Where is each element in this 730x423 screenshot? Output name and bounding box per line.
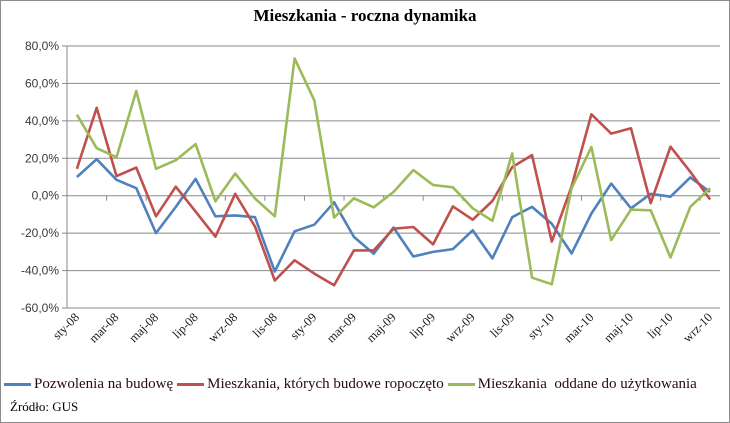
- y-tick-label: -20,0%: [21, 226, 59, 240]
- legend-label: Mieszkania oddane do użytkowania: [477, 375, 697, 392]
- legend-label: Mieszkania, których budowe ropoczęto: [207, 375, 444, 392]
- y-tick-label: -60,0%: [21, 301, 59, 315]
- y-tick-label: 40,0%: [25, 114, 59, 128]
- legend-swatch-icon: [447, 382, 475, 386]
- x-tick-label: maj-09: [364, 310, 399, 345]
- legend-swatch-icon: [4, 382, 31, 386]
- legend-label: Pozwolenia na budowę: [34, 375, 174, 392]
- x-tick-label: mar-10: [561, 310, 596, 345]
- series-line-0: [76, 157, 711, 273]
- x-tick-label: sty-10: [525, 310, 557, 342]
- y-tick-label: 0,0%: [32, 189, 60, 203]
- legend: Pozwolenia na budowę Mieszkania, których …: [4, 374, 701, 394]
- legend-swatch-icon: [177, 382, 205, 386]
- x-tick-label: wrz-09: [443, 310, 478, 345]
- x-tick-label: maj-10: [601, 310, 636, 345]
- x-tick-label: lip-09: [407, 310, 438, 341]
- x-tick-label: lip-08: [170, 310, 201, 341]
- x-tick-label: lip-10: [645, 310, 676, 341]
- x-tick-label: wrz-08: [205, 310, 240, 345]
- y-tick-label: 80,0%: [25, 39, 59, 53]
- x-tick-label: lis-08: [250, 310, 280, 340]
- x-tick-label: sty-09: [287, 310, 319, 342]
- gridlines: [67, 45, 720, 309]
- x-tick-label: sty-08: [50, 310, 82, 342]
- legend-item-1: Mieszkania, których budowe ropoczęto: [177, 376, 444, 393]
- x-tick-label: wrz-10: [680, 310, 715, 345]
- plot-area: 80,0% 60,0% 40,0% 20,0% 0,0% -20,0% -40,0% -60,…: [21, 39, 720, 345]
- y-tick-label: 60,0%: [25, 76, 59, 90]
- legend-item-2: Mieszkania oddane do użytkowania: [447, 375, 697, 393]
- x-tick-label: lis-09: [487, 310, 517, 340]
- series-lines: [75, 57, 712, 287]
- series-line-1: [75, 106, 712, 287]
- x-tick-label: mar-09: [324, 310, 359, 345]
- y-tick-label: -40,0%: [21, 264, 59, 278]
- source-note: Źródło: GUS: [10, 399, 79, 414]
- x-tick-label: mar-08: [86, 310, 121, 345]
- series-line-2: [75, 57, 711, 286]
- y-axis: 80,0% 60,0% 40,0% 20,0% 0,0% -20,0% -40,0% -60,…: [21, 39, 68, 315]
- x-tick-label: maj-08: [126, 310, 161, 345]
- legend-item-0: Pozwolenia na budowę: [4, 376, 173, 393]
- y-tick-label: 20,0%: [25, 151, 59, 165]
- chart-title: Mieszkania - roczna dynamika: [253, 6, 477, 25]
